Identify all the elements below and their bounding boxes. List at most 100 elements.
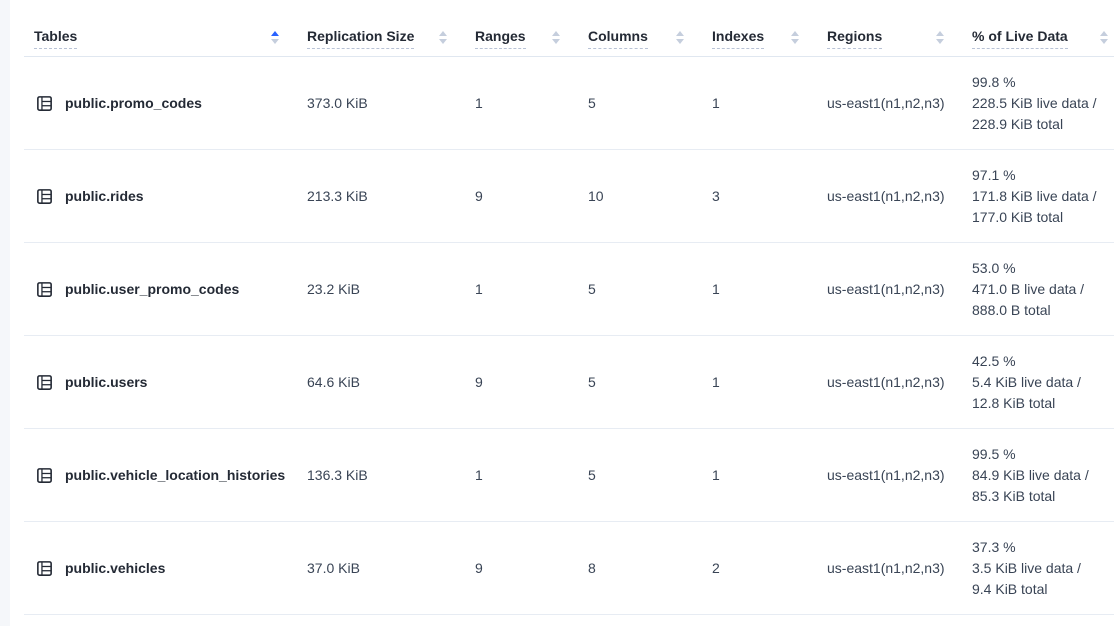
total-data-amount: 888.0 B total: [972, 301, 1051, 318]
column-header-label: Regions: [827, 28, 883, 49]
total-data-amount: 228.9 KiB total: [972, 115, 1064, 132]
table-name-cell: public.user_promo_codes: [24, 281, 307, 298]
total-data-amount: 177.0 KiB total: [972, 208, 1064, 225]
replication-size-cell: 373.0 KiB: [307, 95, 368, 111]
table-icon: [36, 281, 53, 298]
table-icon: [36, 374, 53, 391]
table-icon: [36, 467, 53, 484]
sort-icon[interactable]: [271, 30, 279, 47]
sort-icon[interactable]: [552, 30, 560, 47]
table-header-row: Tables Replication Size Ranges Columns I…: [24, 0, 1114, 57]
live-data-percent: 97.1 %: [972, 166, 1016, 183]
total-data-amount: 85.3 KiB total: [972, 487, 1056, 504]
table-name-link[interactable]: public.promo_codes: [65, 95, 202, 111]
table-name-link[interactable]: public.vehicles: [65, 560, 166, 576]
columns-cell: 10: [588, 188, 604, 204]
page-left-gutter: [0, 0, 10, 626]
table-name-cell: public.vehicle_location_histories: [24, 467, 307, 484]
column-header-label: Indexes: [712, 28, 765, 49]
table-name-link[interactable]: public.rides: [65, 188, 144, 204]
live-data-percent: 99.5 %: [972, 445, 1016, 462]
table-row[interactable]: public.rides 213.3 KiB 9 10 3 us-east1(n…: [24, 150, 1114, 243]
table-name-cell: public.vehicles: [24, 560, 307, 577]
indexes-cell: 1: [712, 374, 720, 390]
live-data-cell: 37.3 % 3.5 KiB live data / 9.4 KiB total: [972, 537, 1114, 600]
table-row[interactable]: public.user_promo_codes 23.2 KiB 1 5 1 u…: [24, 243, 1114, 336]
column-header-label: Tables: [34, 28, 78, 49]
live-data-amount: 5.4 KiB live data /: [972, 373, 1081, 390]
table-icon: [36, 95, 53, 112]
table-row[interactable]: public.vehicles 37.0 KiB 9 8 2 us-east1(…: [24, 522, 1114, 615]
column-header-columns[interactable]: Columns: [588, 28, 712, 49]
column-header-label: Columns: [588, 28, 648, 49]
live-data-percent: 42.5 %: [972, 352, 1016, 369]
table-row[interactable]: public.promo_codes 373.0 KiB 1 5 1 us-ea…: [24, 57, 1114, 150]
tables-table: Tables Replication Size Ranges Columns I…: [24, 0, 1114, 615]
column-header-regions[interactable]: Regions: [827, 28, 972, 49]
columns-cell: 5: [588, 374, 596, 390]
column-header-live-data[interactable]: % of Live Data: [972, 28, 1114, 49]
column-header-ranges[interactable]: Ranges: [475, 28, 588, 49]
live-data-amount: 84.9 KiB live data /: [972, 466, 1089, 483]
regions-cell: us-east1(n1,n2,n3): [827, 281, 945, 297]
columns-cell: 5: [588, 95, 596, 111]
table-name-cell: public.promo_codes: [24, 95, 307, 112]
column-header-indexes[interactable]: Indexes: [712, 28, 827, 49]
sort-icon[interactable]: [439, 30, 447, 47]
live-data-cell: 99.5 % 84.9 KiB live data / 85.3 KiB tot…: [972, 444, 1114, 507]
ranges-cell: 1: [475, 95, 483, 111]
table-body: public.promo_codes 373.0 KiB 1 5 1 us-ea…: [24, 57, 1114, 615]
regions-cell: us-east1(n1,n2,n3): [827, 95, 945, 111]
table-row[interactable]: public.vehicle_location_histories 136.3 …: [24, 429, 1114, 522]
live-data-cell: 53.0 % 471.0 B live data / 888.0 B total: [972, 258, 1114, 321]
sort-icon[interactable]: [1100, 30, 1108, 47]
replication-size-cell: 23.2 KiB: [307, 281, 360, 297]
table-name-link[interactable]: public.users: [65, 374, 148, 390]
total-data-amount: 12.8 KiB total: [972, 394, 1056, 411]
live-data-cell: 97.1 % 171.8 KiB live data / 177.0 KiB t…: [972, 165, 1114, 228]
live-data-amount: 171.8 KiB live data /: [972, 187, 1097, 204]
ranges-cell: 1: [475, 281, 483, 297]
replication-size-cell: 37.0 KiB: [307, 560, 360, 576]
column-header-tables[interactable]: Tables: [24, 28, 307, 49]
table-name-cell: public.rides: [24, 188, 307, 205]
sort-icon[interactable]: [936, 30, 944, 47]
live-data-amount: 3.5 KiB live data /: [972, 559, 1081, 576]
live-data-percent: 53.0 %: [972, 259, 1016, 276]
live-data-cell: 99.8 % 228.5 KiB live data / 228.9 KiB t…: [972, 72, 1114, 135]
columns-cell: 5: [588, 281, 596, 297]
table-name-link[interactable]: public.user_promo_codes: [65, 281, 240, 297]
regions-cell: us-east1(n1,n2,n3): [827, 560, 945, 576]
regions-cell: us-east1(n1,n2,n3): [827, 374, 945, 390]
indexes-cell: 1: [712, 95, 720, 111]
ranges-cell: 9: [475, 188, 483, 204]
column-header-label: % of Live Data: [972, 28, 1068, 49]
indexes-cell: 1: [712, 281, 720, 297]
columns-cell: 5: [588, 467, 596, 483]
live-data-amount: 471.0 B live data /: [972, 280, 1085, 297]
replication-size-cell: 136.3 KiB: [307, 467, 368, 483]
live-data-cell: 42.5 % 5.4 KiB live data / 12.8 KiB tota…: [972, 351, 1114, 414]
table-icon: [36, 188, 53, 205]
indexes-cell: 2: [712, 560, 720, 576]
live-data-amount: 228.5 KiB live data /: [972, 94, 1097, 111]
live-data-percent: 99.8 %: [972, 73, 1016, 90]
indexes-cell: 3: [712, 188, 720, 204]
indexes-cell: 1: [712, 467, 720, 483]
replication-size-cell: 213.3 KiB: [307, 188, 368, 204]
table-name-link[interactable]: public.vehicle_location_histories: [65, 467, 286, 483]
table-row[interactable]: public.users 64.6 KiB 9 5 1 us-east1(n1,…: [24, 336, 1114, 429]
sort-icon[interactable]: [791, 30, 799, 47]
column-header-label: Replication Size: [307, 28, 415, 49]
live-data-percent: 37.3 %: [972, 538, 1016, 555]
column-header-label: Ranges: [475, 28, 526, 49]
replication-size-cell: 64.6 KiB: [307, 374, 360, 390]
ranges-cell: 1: [475, 467, 483, 483]
ranges-cell: 9: [475, 560, 483, 576]
sort-icon[interactable]: [676, 30, 684, 47]
columns-cell: 8: [588, 560, 596, 576]
column-header-replication-size[interactable]: Replication Size: [307, 28, 475, 49]
regions-cell: us-east1(n1,n2,n3): [827, 188, 945, 204]
table-name-cell: public.users: [24, 374, 307, 391]
